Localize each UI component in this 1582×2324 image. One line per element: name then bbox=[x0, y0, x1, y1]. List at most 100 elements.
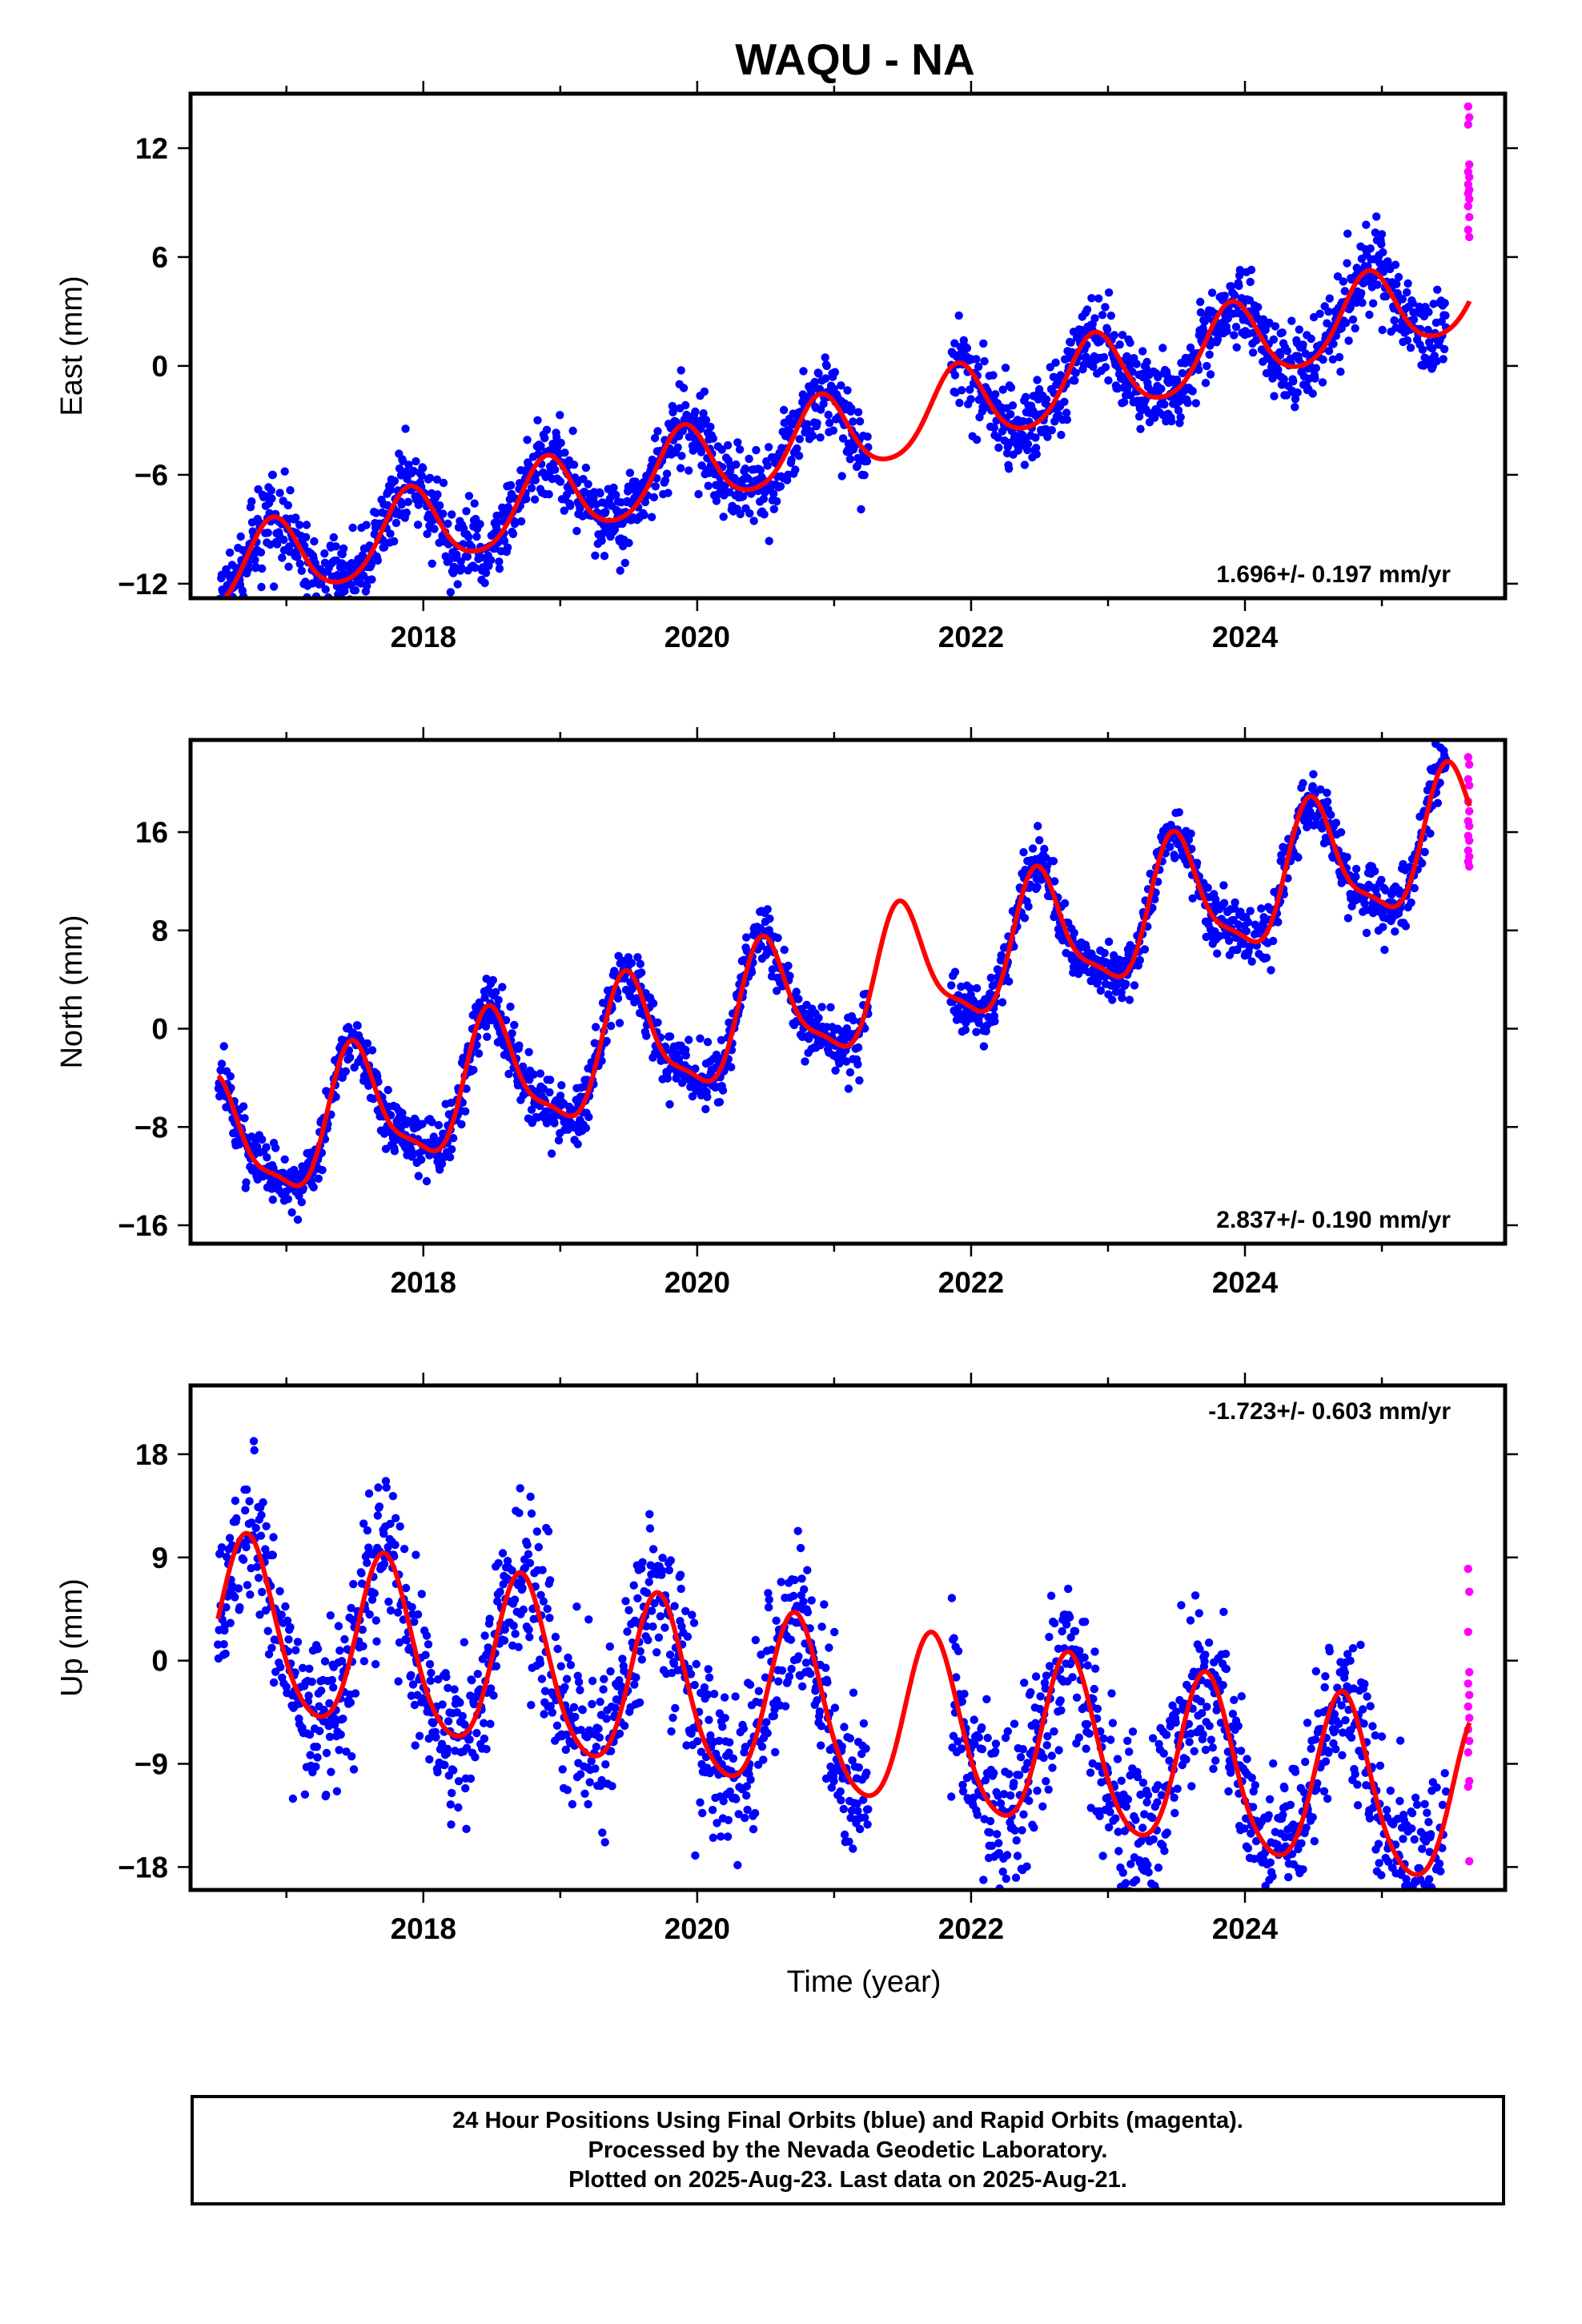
data-point-final bbox=[764, 1602, 773, 1612]
data-point-final bbox=[472, 1728, 481, 1738]
data-point-final bbox=[509, 1621, 518, 1630]
data-point-final bbox=[221, 606, 229, 614]
data-point-final bbox=[1122, 352, 1131, 361]
data-point-final bbox=[556, 1092, 565, 1100]
data-point-final bbox=[371, 509, 380, 517]
data-point-final bbox=[608, 1782, 616, 1791]
data-point-rapid bbox=[1465, 806, 1474, 816]
data-point-final bbox=[816, 433, 825, 442]
data-point-final bbox=[1432, 356, 1441, 366]
data-point-final bbox=[1254, 303, 1263, 312]
data-point-final bbox=[588, 1676, 597, 1686]
data-point-final bbox=[837, 472, 846, 480]
data-point-final bbox=[723, 1832, 733, 1841]
data-point-final bbox=[601, 508, 610, 517]
data-point-final bbox=[283, 1195, 292, 1204]
data-point-final bbox=[443, 1744, 452, 1753]
data-point-final bbox=[978, 1745, 987, 1754]
data-point-final bbox=[532, 1527, 541, 1536]
data-point-final bbox=[1176, 412, 1185, 422]
data-point-final bbox=[972, 355, 981, 364]
data-point-final bbox=[425, 1659, 435, 1669]
data-point-final bbox=[994, 1839, 1003, 1848]
data-point-final bbox=[458, 1711, 467, 1721]
data-point-final bbox=[950, 1634, 958, 1642]
data-point-final bbox=[1183, 398, 1192, 408]
data-point-final bbox=[470, 499, 479, 508]
data-point-final bbox=[742, 1791, 751, 1800]
data-point-final bbox=[1351, 864, 1361, 874]
data-point-final bbox=[391, 1514, 400, 1522]
data-point-final bbox=[449, 1766, 458, 1775]
data-point-final bbox=[545, 1076, 555, 1084]
data-point-final bbox=[950, 371, 960, 380]
data-point-final bbox=[310, 537, 319, 546]
data-point-final bbox=[821, 374, 830, 383]
data-point-final bbox=[591, 1023, 600, 1031]
data-point-final bbox=[697, 448, 706, 456]
data-point-final bbox=[1022, 392, 1030, 401]
data-point-final bbox=[1390, 316, 1399, 325]
data-point-final bbox=[245, 1497, 254, 1506]
data-point-final bbox=[569, 1703, 579, 1711]
data-point-final bbox=[1005, 977, 1014, 986]
data-point-final bbox=[481, 1022, 491, 1031]
data-point-final bbox=[690, 1680, 699, 1690]
data-point-final bbox=[747, 967, 757, 977]
x-tick-label: 2020 bbox=[665, 621, 730, 653]
data-point-final bbox=[454, 1803, 463, 1812]
data-point-final bbox=[407, 1671, 416, 1679]
data-point-final bbox=[569, 460, 579, 469]
rate-annotation: 1.696+/- 0.197 mm/yr bbox=[1216, 561, 1451, 588]
data-point-final bbox=[311, 1762, 320, 1771]
data-point-final bbox=[1102, 325, 1112, 334]
data-point-final bbox=[1066, 338, 1075, 347]
data-point-final bbox=[677, 452, 686, 460]
data-point-final bbox=[1219, 881, 1228, 890]
data-point-final bbox=[749, 517, 758, 525]
data-point-final bbox=[422, 1176, 432, 1186]
data-point-final bbox=[718, 1723, 727, 1731]
x-tick-label: 2024 bbox=[1212, 621, 1279, 653]
data-point-final bbox=[1423, 325, 1432, 335]
data-point-final bbox=[724, 1815, 733, 1824]
data-point-final bbox=[599, 1685, 608, 1694]
data-point-final bbox=[1207, 288, 1217, 297]
data-point-final bbox=[754, 1687, 763, 1695]
data-point-rapid bbox=[1465, 212, 1474, 222]
data-point-final bbox=[1174, 808, 1183, 817]
data-point-final bbox=[1118, 994, 1126, 1003]
data-point-final bbox=[681, 1051, 690, 1060]
data-point-final bbox=[1158, 344, 1167, 352]
data-point-final bbox=[1366, 244, 1375, 253]
data-point-final bbox=[1020, 460, 1030, 469]
data-point-final bbox=[518, 1062, 528, 1072]
data-point-final bbox=[1005, 1770, 1014, 1779]
data-point-final bbox=[584, 480, 592, 489]
data-point-final bbox=[331, 1092, 340, 1102]
data-point-final bbox=[719, 513, 728, 521]
data-point-final bbox=[558, 1765, 567, 1774]
data-point-final bbox=[1002, 1896, 1010, 1904]
data-point-final bbox=[954, 1737, 962, 1746]
data-point-final bbox=[417, 471, 426, 480]
data-point-final bbox=[648, 1545, 658, 1554]
data-point-final bbox=[803, 420, 812, 428]
data-point-final bbox=[226, 1072, 235, 1081]
data-point-final bbox=[1378, 325, 1387, 335]
data-point-final bbox=[1150, 413, 1159, 422]
data-point-final bbox=[633, 1594, 642, 1603]
data-point-final bbox=[598, 1828, 607, 1837]
data-point-final bbox=[483, 1032, 492, 1041]
data-point-final bbox=[961, 1025, 970, 1035]
data-point-final bbox=[457, 564, 466, 573]
data-point-final bbox=[515, 1041, 524, 1050]
data-point-final bbox=[756, 465, 765, 475]
data-point-final bbox=[321, 585, 330, 594]
data-point-final bbox=[794, 995, 803, 1003]
data-point-final bbox=[1196, 308, 1206, 317]
data-point-final bbox=[966, 984, 975, 993]
data-point-final bbox=[859, 1719, 869, 1728]
data-point-final bbox=[273, 540, 282, 549]
